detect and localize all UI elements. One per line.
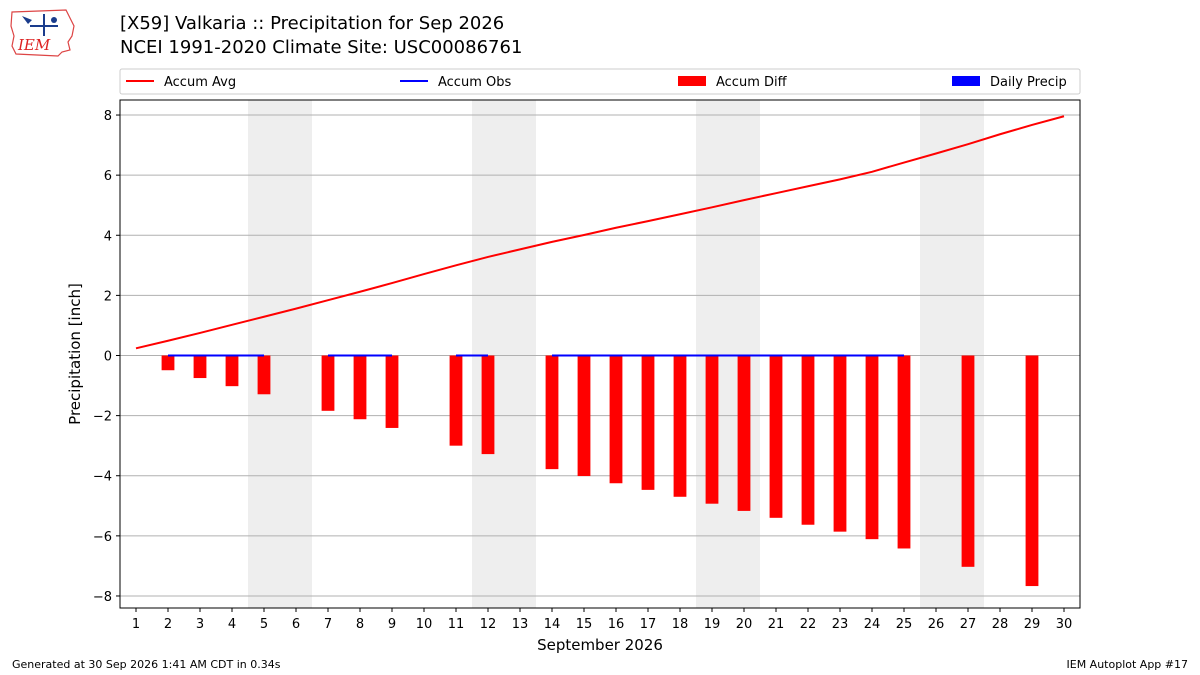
chart-title: [X59] Valkaria :: Precipitation for Sep … xyxy=(120,13,505,34)
diff-bar-day-4 xyxy=(225,355,239,387)
accum-avg-line xyxy=(135,115,1065,350)
diff-bar-day-12 xyxy=(481,355,495,455)
diff-bar-day-22 xyxy=(801,355,815,525)
diff-bar-day-17 xyxy=(641,355,655,490)
y-tick-label: 8 xyxy=(104,109,112,124)
x-tick-label: 12 xyxy=(480,617,497,632)
x-tick-label: 7 xyxy=(324,617,332,632)
diff-bar-day-24 xyxy=(865,355,879,540)
legend-swatch-diff xyxy=(678,76,706,86)
legend-box xyxy=(119,68,1081,95)
x-tick-label: 17 xyxy=(640,617,657,632)
diff-bar-day-3 xyxy=(193,355,207,379)
x-tick-label: 15 xyxy=(576,617,593,632)
diff-bar-day-19 xyxy=(705,355,719,504)
x-tick-label: 11 xyxy=(448,617,465,632)
chart-subtitle: NCEI 1991-2020 Climate Site: USC00086761 xyxy=(120,37,523,58)
diff-bar-day-2 xyxy=(161,355,175,371)
diff-bar-day-25 xyxy=(897,355,911,549)
svg-text:IEM: IEM xyxy=(17,36,51,54)
diff-bar-day-18 xyxy=(673,355,687,497)
x-tick-label: 16 xyxy=(608,617,625,632)
diff-bar-day-9 xyxy=(385,355,399,428)
y-axis: −8 −6 −4 −2 0 2 4 6 8 xyxy=(93,109,120,605)
x-tick-label: 26 xyxy=(928,617,945,632)
legend-label-daily: Daily Precip xyxy=(990,75,1067,90)
y-tick-label: −2 xyxy=(93,410,112,425)
diff-bar-day-7 xyxy=(321,355,335,411)
diff-bar-day-15 xyxy=(577,355,591,477)
x-tick-label: 22 xyxy=(800,617,817,632)
weekend-bands xyxy=(248,100,984,608)
x-tick-label: 28 xyxy=(992,617,1009,632)
x-tick-label: 3 xyxy=(196,617,204,632)
diff-bar-day-16 xyxy=(609,355,623,484)
app-label: IEM Autoplot App #17 xyxy=(1066,658,1189,671)
x-tick-label: 21 xyxy=(768,617,785,632)
x-axis: 1 2 3 4 5 6 7 8 9 10 11 12 13 14 15 16 17 18 19 20 21 22 23 24 2… xyxy=(132,608,1072,632)
x-tick-label: 23 xyxy=(832,617,849,632)
legend-label-avg: Accum Avg xyxy=(164,75,236,90)
generated-timestamp: Generated at 30 Sep 2026 1:41 AM CDT in … xyxy=(12,658,281,671)
x-tick-label: 13 xyxy=(512,617,529,632)
weekend-band-2 xyxy=(696,100,760,608)
x-tick-label: 14 xyxy=(544,617,561,632)
weekend-band-1 xyxy=(472,100,536,608)
y-tick-label: −8 xyxy=(93,590,112,605)
x-axis-label: September 2026 xyxy=(537,636,663,654)
x-tick-label: 8 xyxy=(356,617,364,632)
x-tick-label: 6 xyxy=(292,617,300,632)
y-tick-label: 6 xyxy=(104,169,112,184)
y-tick-label: 4 xyxy=(104,229,112,244)
diff-bar-day-20 xyxy=(737,355,751,511)
diff-bar-day-11 xyxy=(449,355,463,446)
x-tick-label: 24 xyxy=(864,617,881,632)
iem-logo: IEM xyxy=(10,9,75,57)
y-axis-label: Precipitation [inch] xyxy=(66,283,84,425)
diff-bar-day-21 xyxy=(769,355,783,518)
x-tick-label: 18 xyxy=(672,617,689,632)
y-tick-label: 2 xyxy=(104,289,112,304)
diff-bar-day-27 xyxy=(961,355,975,567)
legend-label-obs: Accum Obs xyxy=(438,75,511,90)
legend: Accum Avg Accum Obs Accum Diff Daily Precip xyxy=(119,68,1081,95)
x-tick-label: 9 xyxy=(388,617,396,632)
x-tick-label: 1 xyxy=(132,617,140,632)
y-tick-label: −4 xyxy=(93,470,112,485)
x-tick-label: 4 xyxy=(228,617,236,632)
x-tick-label: 5 xyxy=(260,617,268,632)
x-tick-label: 27 xyxy=(960,617,977,632)
diff-bar-day-23 xyxy=(833,355,847,532)
plot-frame xyxy=(119,99,1081,609)
diff-bar-day-5 xyxy=(257,355,271,395)
x-tick-label: 20 xyxy=(736,617,753,632)
x-tick-label: 29 xyxy=(1024,617,1041,632)
diff-bar-day-14 xyxy=(545,355,559,470)
x-tick-label: 10 xyxy=(416,617,433,632)
weekend-band-0 xyxy=(248,100,312,608)
legend-label-diff: Accum Diff xyxy=(716,75,788,90)
series-lines xyxy=(135,115,1065,357)
y-tick-label: −6 xyxy=(93,530,112,545)
x-tick-label: 19 xyxy=(704,617,721,632)
legend-swatch-daily xyxy=(952,76,980,86)
x-tick-label: 2 xyxy=(164,617,172,632)
accum-diff-bars xyxy=(161,355,1039,587)
weekend-band-3 xyxy=(920,100,984,608)
diff-bar-day-8 xyxy=(353,355,367,420)
diff-bar-day-29 xyxy=(1025,355,1039,587)
x-tick-label: 30 xyxy=(1056,617,1073,632)
x-tick-label: 25 xyxy=(896,617,913,632)
y-tick-label: 0 xyxy=(104,350,112,365)
